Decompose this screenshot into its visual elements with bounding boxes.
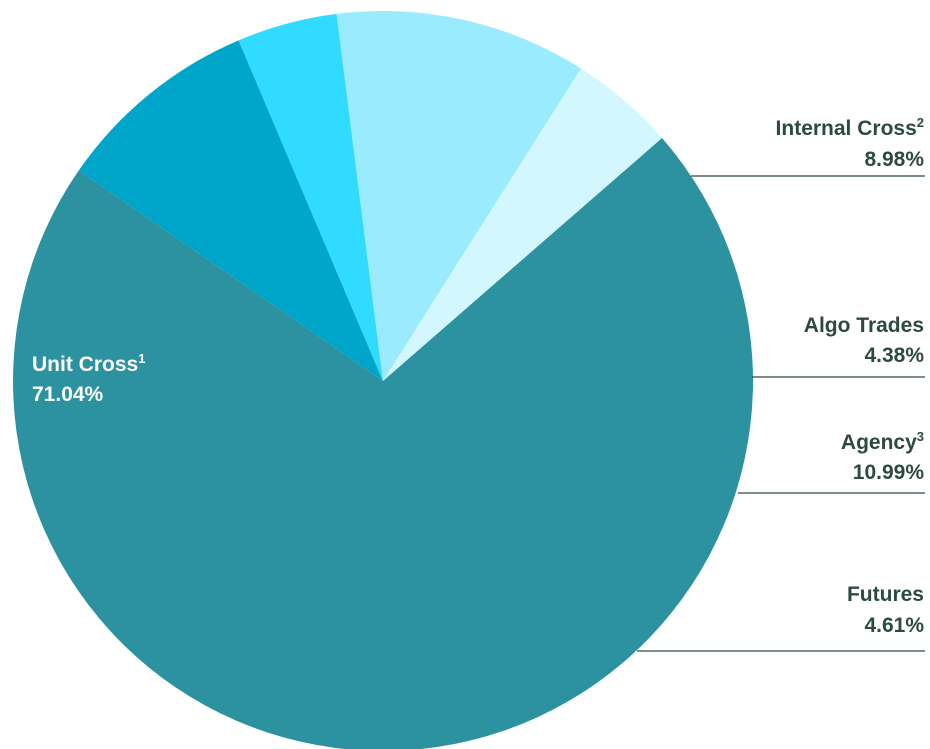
label-algo-trades: Algo Trades bbox=[804, 314, 924, 337]
pie-slice-agency bbox=[336, 10, 582, 382]
pie-slices bbox=[13, 10, 753, 749]
value-agency: 10.99% bbox=[853, 461, 925, 484]
label-agency: Agency3 bbox=[841, 429, 924, 454]
label-unit-cross: Unit Cross1 bbox=[32, 351, 145, 376]
label-futures: Futures bbox=[847, 583, 924, 606]
pie-slice-algo-trades bbox=[238, 13, 383, 381]
leader-lines bbox=[637, 175, 925, 652]
pie-slice-unit-cross bbox=[13, 138, 753, 749]
pie-slice-futures bbox=[383, 68, 663, 382]
value-internal-cross: 8.98% bbox=[864, 148, 924, 171]
value-futures: 4.61% bbox=[864, 614, 924, 637]
label-internal-cross: Internal Cross2 bbox=[776, 115, 924, 140]
value-unit-cross: 71.04% bbox=[32, 383, 104, 406]
pie-slice-internal-cross bbox=[78, 40, 383, 382]
value-algo-trades: 4.38% bbox=[864, 344, 924, 367]
